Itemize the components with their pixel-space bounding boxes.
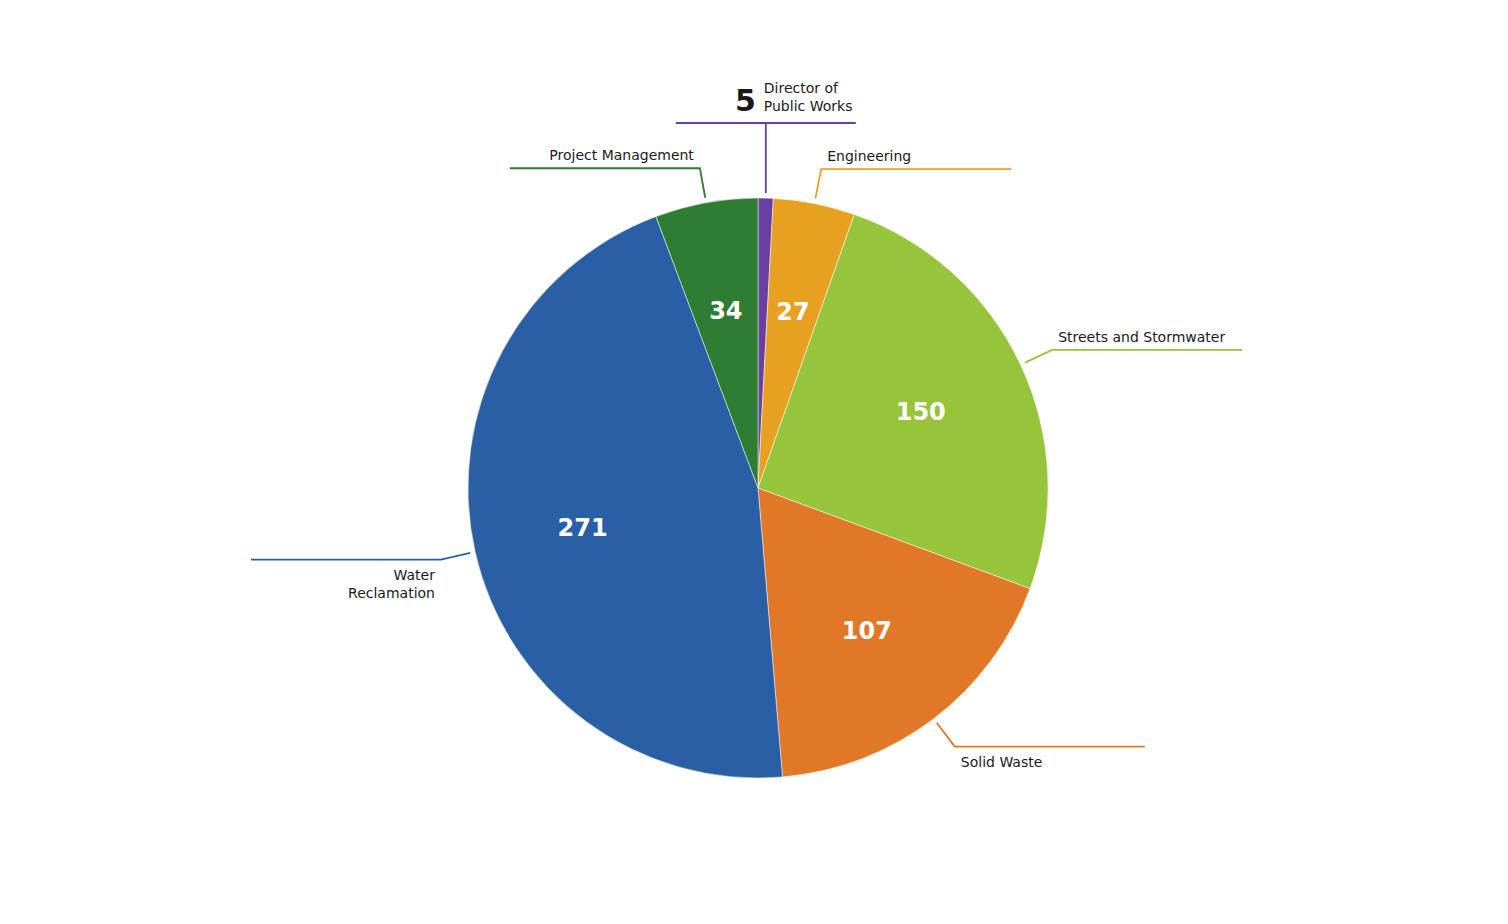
svg-text:Project Management: Project Management — [549, 147, 694, 163]
svg-text:150: 150 — [896, 398, 946, 426]
svg-text:Solid Waste: Solid Waste — [961, 754, 1043, 770]
svg-text:WaterReclamation: WaterReclamation — [348, 567, 435, 601]
svg-text:34: 34 — [709, 297, 742, 325]
svg-text:27: 27 — [776, 298, 809, 326]
svg-text:5: 5 — [735, 83, 756, 118]
svg-text:271: 271 — [558, 514, 608, 542]
svg-text:Engineering: Engineering — [827, 148, 911, 164]
svg-text:Streets and Stormwater: Streets and Stormwater — [1058, 329, 1225, 345]
svg-text:107: 107 — [842, 617, 892, 645]
svg-text:Director ofPublic Works: Director ofPublic Works — [764, 80, 853, 114]
